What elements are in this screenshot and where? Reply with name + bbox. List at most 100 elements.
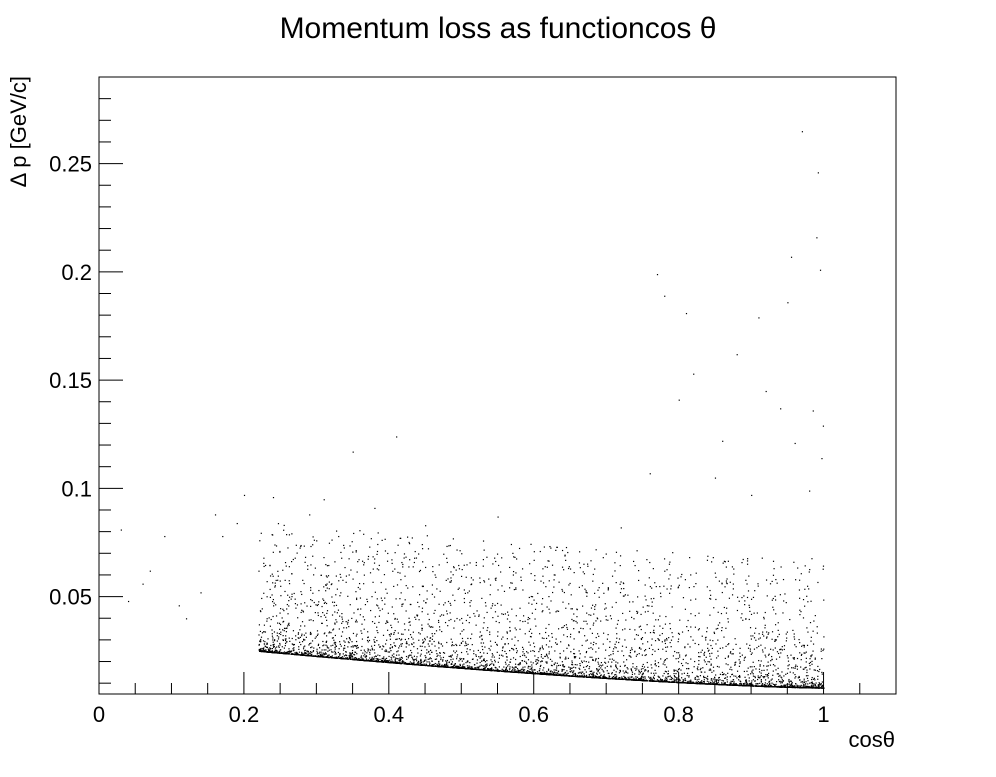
data-point bbox=[534, 551, 535, 552]
data-point bbox=[485, 661, 486, 662]
data-point bbox=[724, 678, 725, 679]
data-point bbox=[261, 533, 262, 534]
data-point bbox=[640, 626, 641, 627]
data-point bbox=[510, 582, 511, 583]
data-point bbox=[322, 641, 323, 642]
data-point bbox=[410, 650, 411, 651]
data-point bbox=[470, 638, 471, 639]
data-point bbox=[528, 603, 529, 604]
data-point bbox=[422, 561, 423, 562]
data-point bbox=[726, 613, 727, 614]
data-point bbox=[587, 640, 588, 641]
data-point bbox=[386, 620, 387, 621]
data-point bbox=[823, 649, 824, 650]
data-point bbox=[564, 555, 565, 556]
data-point bbox=[310, 599, 311, 600]
data-point bbox=[753, 679, 754, 680]
data-point bbox=[705, 639, 706, 640]
data-point bbox=[504, 644, 505, 645]
data-point bbox=[307, 651, 308, 652]
data-point bbox=[584, 661, 585, 662]
data-point bbox=[480, 656, 481, 657]
data-point bbox=[286, 653, 287, 654]
data-point bbox=[406, 641, 407, 642]
data-point bbox=[805, 681, 806, 682]
data-point bbox=[583, 621, 584, 622]
data-point bbox=[277, 571, 278, 572]
data-point bbox=[641, 676, 642, 677]
data-point bbox=[570, 634, 571, 635]
data-point bbox=[695, 583, 696, 584]
data-point bbox=[778, 668, 779, 669]
data-point bbox=[668, 681, 669, 682]
data-point bbox=[822, 650, 823, 651]
data-point bbox=[511, 544, 512, 545]
data-point bbox=[480, 631, 481, 632]
data-point bbox=[614, 570, 615, 571]
data-point bbox=[773, 686, 774, 687]
data-point bbox=[773, 670, 774, 671]
data-point bbox=[689, 681, 690, 682]
data-point bbox=[637, 596, 638, 597]
data-point bbox=[179, 605, 180, 606]
data-point bbox=[817, 676, 818, 677]
data-point bbox=[725, 682, 726, 683]
data-point bbox=[746, 671, 747, 672]
data-point bbox=[595, 604, 596, 605]
data-point bbox=[741, 613, 742, 614]
data-point bbox=[476, 565, 477, 566]
data-point bbox=[534, 580, 535, 581]
data-point bbox=[590, 643, 591, 644]
data-point bbox=[767, 669, 768, 670]
data-point bbox=[762, 649, 763, 650]
data-point bbox=[452, 642, 453, 643]
data-point bbox=[405, 639, 406, 640]
data-point bbox=[817, 670, 818, 671]
data-point bbox=[767, 674, 768, 675]
data-point bbox=[306, 637, 307, 638]
data-point bbox=[697, 679, 698, 680]
data-point bbox=[635, 676, 636, 677]
data-point bbox=[718, 677, 719, 678]
data-point bbox=[815, 670, 816, 671]
data-point bbox=[602, 676, 603, 677]
data-point bbox=[522, 651, 523, 652]
data-point bbox=[441, 643, 442, 644]
data-point bbox=[599, 587, 600, 588]
data-point bbox=[270, 626, 271, 627]
data-point bbox=[374, 649, 375, 650]
data-point bbox=[546, 654, 547, 655]
data-point bbox=[431, 652, 432, 653]
data-point bbox=[785, 674, 786, 675]
data-point bbox=[267, 638, 268, 639]
data-point bbox=[516, 652, 517, 653]
data-point bbox=[804, 645, 805, 646]
data-point bbox=[376, 627, 377, 628]
data-point bbox=[690, 574, 691, 575]
data-point bbox=[605, 603, 606, 604]
data-point bbox=[755, 628, 756, 629]
data-point bbox=[349, 574, 350, 575]
data-point bbox=[564, 592, 565, 593]
data-point bbox=[711, 679, 712, 680]
data-point bbox=[563, 569, 564, 570]
data-point bbox=[787, 655, 788, 656]
data-point bbox=[671, 677, 672, 678]
data-point bbox=[492, 653, 493, 654]
data-point bbox=[813, 643, 814, 644]
data-point bbox=[809, 663, 810, 664]
data-point bbox=[589, 668, 590, 669]
data-point bbox=[323, 586, 324, 587]
data-point bbox=[617, 668, 618, 669]
data-point bbox=[806, 670, 807, 671]
data-point bbox=[244, 495, 245, 496]
data-point bbox=[272, 582, 273, 583]
data-point bbox=[628, 678, 629, 679]
data-point bbox=[752, 669, 753, 670]
data-point bbox=[790, 655, 791, 656]
data-point bbox=[339, 648, 340, 649]
data-point bbox=[806, 627, 807, 628]
data-point bbox=[402, 603, 403, 604]
data-point bbox=[593, 644, 594, 645]
data-point bbox=[554, 669, 555, 670]
